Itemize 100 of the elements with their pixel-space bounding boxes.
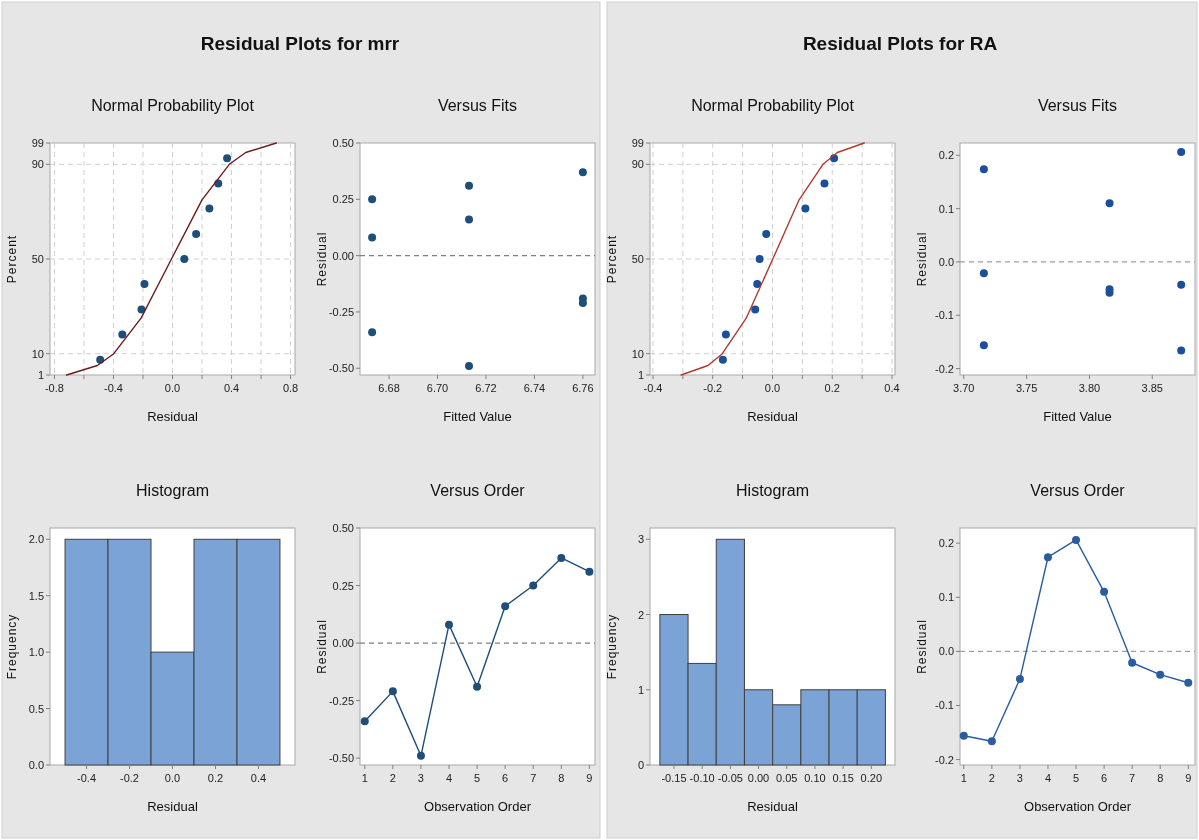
point [578, 168, 587, 177]
y-tick-label: -0.50 [328, 752, 354, 765]
chart-title: Histogram [136, 482, 209, 499]
y-axis-title: Residual [915, 231, 929, 287]
y-axis-title: Residual [315, 619, 329, 674]
x-tick-label: 9 [586, 772, 593, 784]
x-tick-label: 5 [1072, 772, 1080, 784]
point [360, 717, 369, 726]
point [1177, 280, 1186, 289]
x-tick-label: -0.8 [44, 382, 64, 394]
point [585, 567, 594, 576]
point [465, 361, 474, 370]
y-tick-label: -0.2 [935, 362, 954, 375]
point [1105, 199, 1114, 208]
point [140, 280, 149, 289]
x-tick-label: -0.2 [703, 382, 723, 394]
chart-title: Normal Probability Plot [691, 97, 855, 114]
x-tick-label: 7 [530, 772, 537, 784]
x-tick-label: 3.75 [1015, 382, 1038, 394]
x-axis-title: Observation Order [424, 799, 532, 814]
point [1100, 587, 1109, 596]
y-axis-title: Frequency [605, 613, 619, 680]
point [473, 682, 482, 691]
chart-title: Versus Order [430, 482, 526, 499]
x-tick-label: 1 [361, 772, 368, 784]
point [979, 341, 988, 350]
y-axis-title: Percent [5, 234, 19, 284]
point [1177, 148, 1186, 157]
point [762, 229, 771, 238]
x-tick-label: -0.4 [643, 382, 663, 394]
y-tick-label: 0.00 [332, 249, 354, 262]
point [118, 330, 127, 339]
point [368, 233, 377, 242]
x-tick-label: 3.85 [1141, 382, 1163, 394]
point [529, 581, 538, 590]
point [192, 229, 201, 238]
y-tick-label: 10 [31, 347, 44, 360]
text: Residual Plots for mrr [200, 33, 400, 54]
x-tick-label: 3 [1016, 772, 1023, 784]
x-axis-title: Residual [147, 799, 198, 814]
point [1015, 674, 1024, 683]
y-tick-label: -0.2 [935, 753, 954, 766]
chart-title: Normal Probability Plot [91, 97, 255, 114]
x-axis-title: Residual [147, 409, 198, 424]
x-tick-label: -0.4 [103, 382, 123, 394]
x-tick-label: -0.05 [717, 772, 743, 784]
y-tick-label: -0.25 [328, 694, 354, 707]
point [718, 355, 727, 364]
point [388, 687, 397, 696]
y-axis-title: Frequency [5, 613, 19, 680]
x-tick-label: -0.10 [689, 772, 715, 784]
x-tick-label: 6.76 [572, 382, 594, 394]
line-series [680, 142, 865, 376]
point [755, 255, 764, 263]
point [1177, 346, 1186, 355]
x-tick-label: 6.70 [426, 382, 449, 394]
y-tick-label: 50 [31, 253, 44, 265]
point [445, 620, 453, 629]
point [979, 269, 988, 278]
point [1184, 678, 1193, 687]
point [1128, 658, 1137, 667]
x-tick-label: -0.2 [120, 772, 139, 784]
y-tick-label: 2 [637, 608, 644, 621]
y-tick-label: -0.25 [328, 305, 354, 318]
x-tick-label: 8 [1157, 772, 1164, 784]
x-tick-label: 6 [1101, 772, 1108, 784]
point [820, 179, 829, 188]
y-tick-label: -0.1 [935, 699, 954, 712]
x-tick-label: 1 [960, 772, 967, 784]
y-tick-label: 1 [637, 369, 644, 381]
y-tick-label: 99 [31, 137, 44, 149]
x-axis-title: Fitted Value [1043, 409, 1112, 424]
chart-title: Versus Fits [437, 97, 518, 114]
point [368, 195, 377, 204]
y-tick-label: 90 [31, 158, 44, 171]
point [801, 204, 810, 213]
y-tick-label: 1.0 [28, 646, 44, 659]
point [557, 553, 566, 562]
y-tick-label: 0 [637, 759, 644, 771]
point [721, 330, 730, 339]
x-tick-label: 6.74 [523, 382, 546, 394]
y-tick-label: 1 [637, 683, 644, 696]
x-tick-label: 0.10 [804, 772, 826, 784]
y-tick-label: -0.1 [935, 309, 954, 322]
x-tick-label: 6.72 [475, 382, 497, 394]
point [223, 154, 232, 163]
y-tick-label: 0.25 [332, 579, 354, 592]
x-tick-label: 3 [417, 772, 424, 784]
x-tick-label: 0.2 [207, 772, 224, 784]
x-tick-label: 0.4 [250, 772, 267, 784]
x-tick-label: 0.4 [884, 382, 900, 394]
y-tick-label: 0.50 [332, 137, 354, 149]
y-tick-label: 0.00 [332, 637, 354, 650]
x-tick-label: 6.68 [378, 382, 400, 394]
x-axis-title: Observation Order [1024, 799, 1132, 814]
y-tick-label: 3 [637, 533, 644, 546]
y-tick-label: 0.50 [332, 522, 354, 534]
y-tick-label: 2.0 [28, 533, 44, 546]
y-tick-label: 1 [37, 369, 44, 381]
x-tick-label: 7 [1129, 772, 1136, 784]
